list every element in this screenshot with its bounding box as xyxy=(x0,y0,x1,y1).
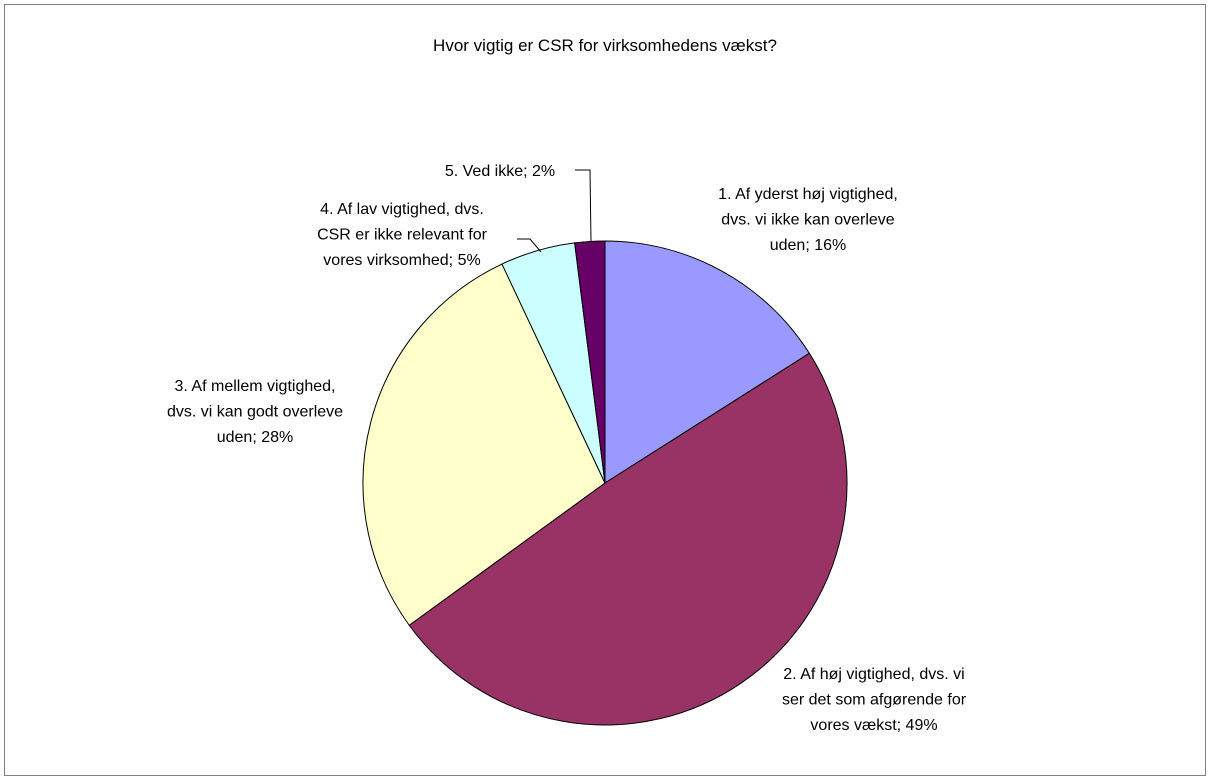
slice-label-line: CSR er ikke relevant for xyxy=(317,227,488,244)
slice-label-line: uden; 28% xyxy=(217,429,294,446)
pie-slice xyxy=(604,240,811,484)
slice-label: 4. Af lav vigtighed, dvs. CSR er ikke rel… xyxy=(317,201,488,269)
slice-label: 5. Ved ikke; 2% xyxy=(445,163,555,180)
chart-title: Hvor vigtig er CSR for virksomhedens væk… xyxy=(433,36,777,55)
pie-slice xyxy=(574,240,606,484)
slice-label-line: ser det som afgørende for xyxy=(782,692,967,709)
slice-label-line: 2. Af høj vigtighed, dvs. vi xyxy=(783,666,964,683)
slice-label: 1. Af yderst høj vigtighed, dvs. vi ikke … xyxy=(718,186,898,254)
slice-label-line: vores virksomhed; 5% xyxy=(323,252,480,269)
slice-label-line: 4. Af lav vigtighed, dvs. xyxy=(320,201,484,218)
slice-label-line: uden; 16% xyxy=(770,237,847,254)
slice-label: 2. Af høj vigtighed, dvs. vi ser det som … xyxy=(782,666,967,734)
slice-label-line: 3. Af mellem vigtighed, xyxy=(175,378,336,395)
slice-label-line: 5. Ved ikke; 2% xyxy=(445,163,555,180)
slice-label-line: vores vækst; 49% xyxy=(810,717,937,734)
slice-label: 3. Af mellem vigtighed, dvs. vi kan godt … xyxy=(167,378,343,446)
leader-line xyxy=(575,169,592,243)
slice-label-line: 1. Af yderst høj vigtighed, xyxy=(718,186,898,203)
slice-label-line: dvs. vi kan godt overleve xyxy=(167,404,343,421)
pie-slice xyxy=(408,352,848,726)
leader-line xyxy=(517,238,542,253)
pie-slice xyxy=(362,263,606,626)
slice-label-line: dvs. vi ikke kan overleve xyxy=(721,212,895,229)
